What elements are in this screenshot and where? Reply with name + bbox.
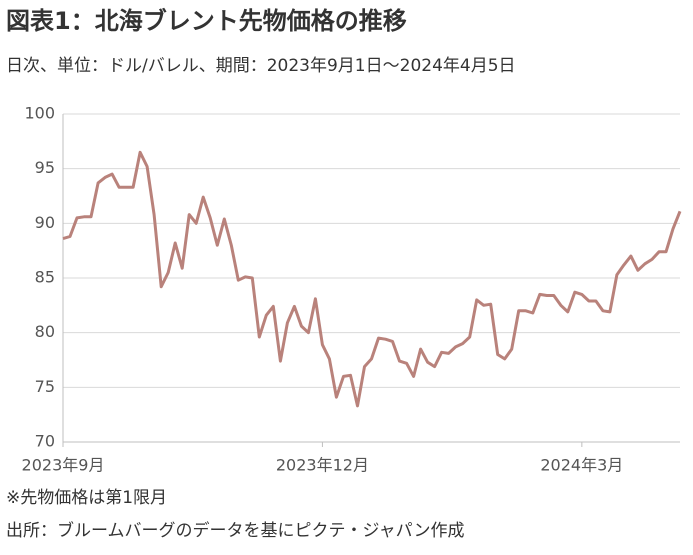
price-line: [62, 150, 682, 408]
y-tick-label: 70: [35, 432, 55, 451]
source: 出所：ブルームバーグのデータを基にピクテ・ジャパン作成: [6, 520, 465, 541]
y-tick-label: 75: [35, 377, 55, 396]
chart-title: 図表1：北海ブレント先物価格の推移: [6, 7, 407, 35]
y-tick-label: 100: [24, 104, 55, 123]
y-tick-label: 85: [35, 268, 55, 287]
x-tick-label: 2023年12月: [276, 456, 369, 475]
x-tick-label: 2023年9月: [22, 456, 105, 475]
note: ※先物価格は第1限月: [6, 488, 167, 508]
y-tick-label: 95: [35, 158, 55, 177]
x-tick-label: 2024年3月: [540, 456, 623, 475]
y-tick-label: 90: [35, 213, 55, 232]
chart-subtitle: 日次、単位：ドル/バレル、期間：2023年9月1日～2024年4月5日: [6, 56, 516, 76]
y-tick-label: 80: [35, 322, 55, 341]
